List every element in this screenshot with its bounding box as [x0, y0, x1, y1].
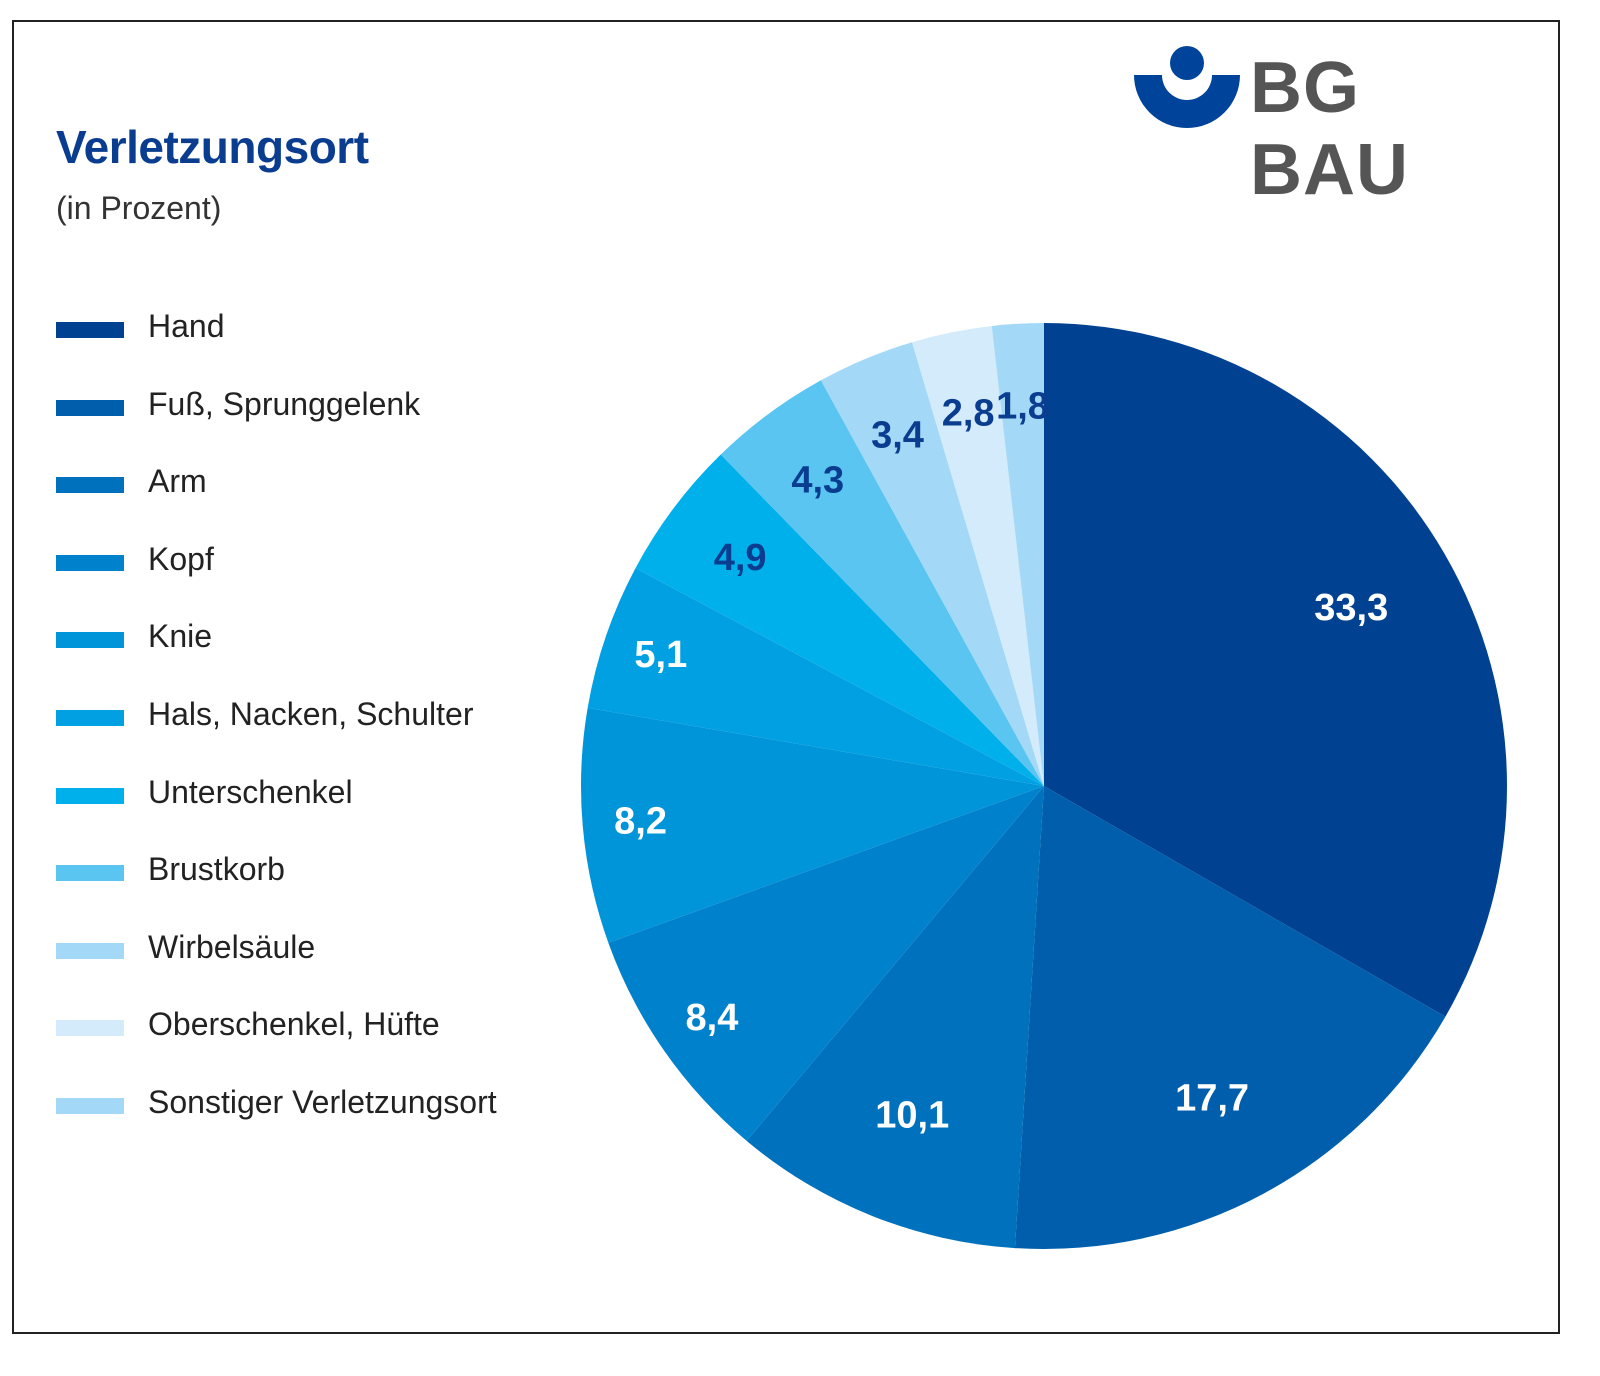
legend-label: Hals, Nacken, Schulter — [148, 695, 474, 732]
slice-value-label: 1,8 — [996, 386, 1049, 428]
logo-text: BG BAU — [1250, 48, 1409, 210]
chart-subtitle: (in Prozent) — [56, 190, 222, 226]
pie-slice — [635, 454, 1044, 786]
pie-slice — [720, 380, 1044, 786]
pie-slice — [991, 323, 1044, 786]
legend-swatch — [56, 865, 124, 882]
slice-value-label: 3,4 — [871, 414, 924, 456]
legend-label: Knie — [148, 618, 213, 655]
legend-swatch — [56, 1020, 124, 1037]
legend-label: Kopf — [148, 540, 214, 577]
legend-label: Brustkorb — [148, 851, 285, 888]
pie-slice — [1014, 786, 1446, 1249]
slice-value-label: 8,4 — [686, 997, 739, 1039]
pie-slice — [587, 568, 1044, 786]
legend-swatch — [56, 709, 124, 726]
legend-label: Unterschenkel — [148, 773, 353, 810]
pie-slice — [1044, 323, 1507, 1017]
slice-value-label: 2,8 — [942, 393, 995, 435]
legend-swatch — [56, 399, 124, 416]
pie-slice — [581, 707, 1044, 943]
legend-label: Fuß, Sprunggelenk — [148, 385, 421, 422]
legend-swatch — [56, 477, 124, 494]
slice-value-label: 33,3 — [1314, 587, 1388, 629]
slice-value-label: 4,3 — [791, 460, 844, 502]
legend-swatch — [56, 787, 124, 804]
slice-value-label: 8,2 — [614, 801, 667, 843]
bg-bau-emblem-icon — [1134, 46, 1240, 128]
chart-title: Verletzungsort — [56, 121, 369, 173]
pie-slice — [608, 786, 1044, 1141]
legend-label: Hand — [148, 308, 225, 344]
slice-value-label: 4,9 — [714, 537, 767, 579]
pie-slice — [746, 786, 1044, 1249]
legend-label: Arm — [148, 463, 207, 500]
legend-swatch — [56, 942, 124, 959]
bg-bau-logo: BG BAU — [1132, 45, 1512, 210]
pie-slice — [820, 342, 1044, 786]
legend-swatch — [56, 322, 124, 338]
legend-swatch — [56, 1097, 124, 1114]
legend-swatch — [56, 632, 124, 649]
slice-value-label: 17,7 — [1175, 1078, 1249, 1120]
legend-swatch — [56, 554, 124, 571]
legend-label: Sonstiger Verletzungsort — [148, 1083, 497, 1120]
legend-label: Oberschenkel, Hüfte — [148, 1006, 440, 1043]
slice-value-label: 10,1 — [875, 1095, 949, 1137]
legend-label: Wirbelsäule — [148, 928, 316, 965]
pie-slice — [912, 325, 1044, 786]
slice-value-label: 5,1 — [634, 634, 687, 676]
